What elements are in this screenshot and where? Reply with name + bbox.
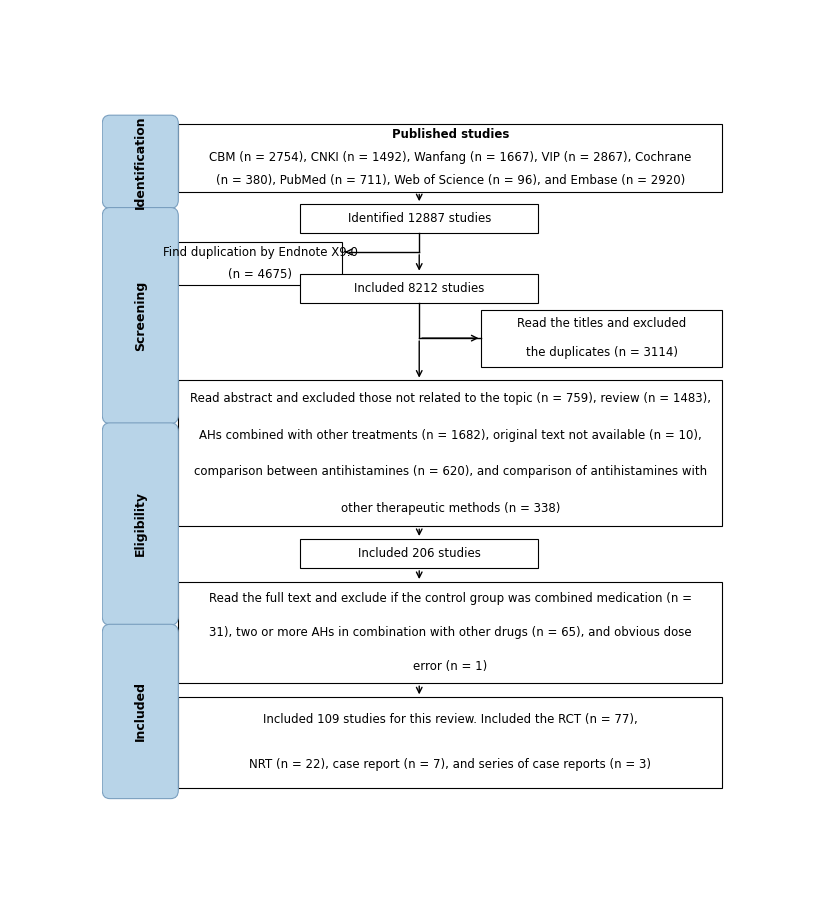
FancyBboxPatch shape: [300, 273, 538, 303]
FancyBboxPatch shape: [178, 242, 342, 285]
FancyBboxPatch shape: [178, 582, 722, 684]
Text: Identification: Identification: [134, 115, 146, 208]
Text: Identified 12887 studies: Identified 12887 studies: [348, 212, 491, 226]
Text: Eligibility: Eligibility: [134, 492, 146, 557]
Text: Read the full text and exclude if the control group was combined medication (n =: Read the full text and exclude if the co…: [209, 593, 692, 605]
Text: (n = 4675): (n = 4675): [228, 268, 292, 281]
FancyBboxPatch shape: [102, 624, 178, 798]
Text: NRT (n = 22), case report (n = 7), and series of case reports (n = 3): NRT (n = 22), case report (n = 7), and s…: [249, 759, 651, 771]
FancyBboxPatch shape: [300, 538, 538, 568]
Text: Read abstract and excluded those not related to the topic (n = 759), review (n =: Read abstract and excluded those not rel…: [190, 392, 711, 405]
Text: Included 8212 studies: Included 8212 studies: [354, 281, 484, 295]
Text: error (n = 1): error (n = 1): [413, 660, 488, 673]
Text: Included: Included: [134, 681, 146, 741]
Text: Find duplication by Endnote X9.0: Find duplication by Endnote X9.0: [163, 246, 357, 259]
FancyBboxPatch shape: [178, 124, 722, 191]
FancyBboxPatch shape: [481, 309, 722, 366]
Text: Included 206 studies: Included 206 studies: [357, 547, 481, 560]
Text: 31), two or more AHs in combination with other drugs (n = 65), and obvious dose: 31), two or more AHs in combination with…: [209, 626, 691, 640]
Text: other therapeutic methods (n = 338): other therapeutic methods (n = 338): [340, 502, 560, 515]
FancyBboxPatch shape: [102, 207, 178, 424]
FancyBboxPatch shape: [178, 381, 722, 527]
Text: Published studies: Published studies: [392, 128, 509, 142]
FancyBboxPatch shape: [102, 423, 178, 625]
FancyBboxPatch shape: [300, 204, 538, 234]
Text: (n = 380), PubMed (n = 711), Web of Science (n = 96), and Embase (n = 2920): (n = 380), PubMed (n = 711), Web of Scie…: [216, 174, 685, 187]
Text: comparison between antihistamines (n = 620), and comparison of antihistamines wi: comparison between antihistamines (n = 6…: [194, 465, 707, 478]
FancyBboxPatch shape: [102, 115, 178, 208]
Text: the duplicates (n = 3114): the duplicates (n = 3114): [526, 345, 678, 359]
Text: Screening: Screening: [134, 281, 146, 351]
Text: AHs combined with other treatments (n = 1682), original text not available (n = : AHs combined with other treatments (n = …: [199, 428, 702, 442]
Text: CBM (n = 2754), CNKI (n = 1492), Wanfang (n = 1667), VIP (n = 2867), Cochrane: CBM (n = 2754), CNKI (n = 1492), Wanfang…: [209, 151, 691, 164]
Text: Included 109 studies for this review. Included the RCT (n = 77),: Included 109 studies for this review. In…: [263, 713, 638, 726]
FancyBboxPatch shape: [178, 697, 722, 787]
Text: Read the titles and excluded: Read the titles and excluded: [517, 318, 686, 330]
